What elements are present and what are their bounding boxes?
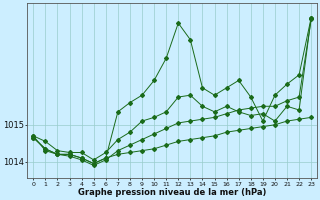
- X-axis label: Graphe pression niveau de la mer (hPa): Graphe pression niveau de la mer (hPa): [78, 188, 267, 197]
